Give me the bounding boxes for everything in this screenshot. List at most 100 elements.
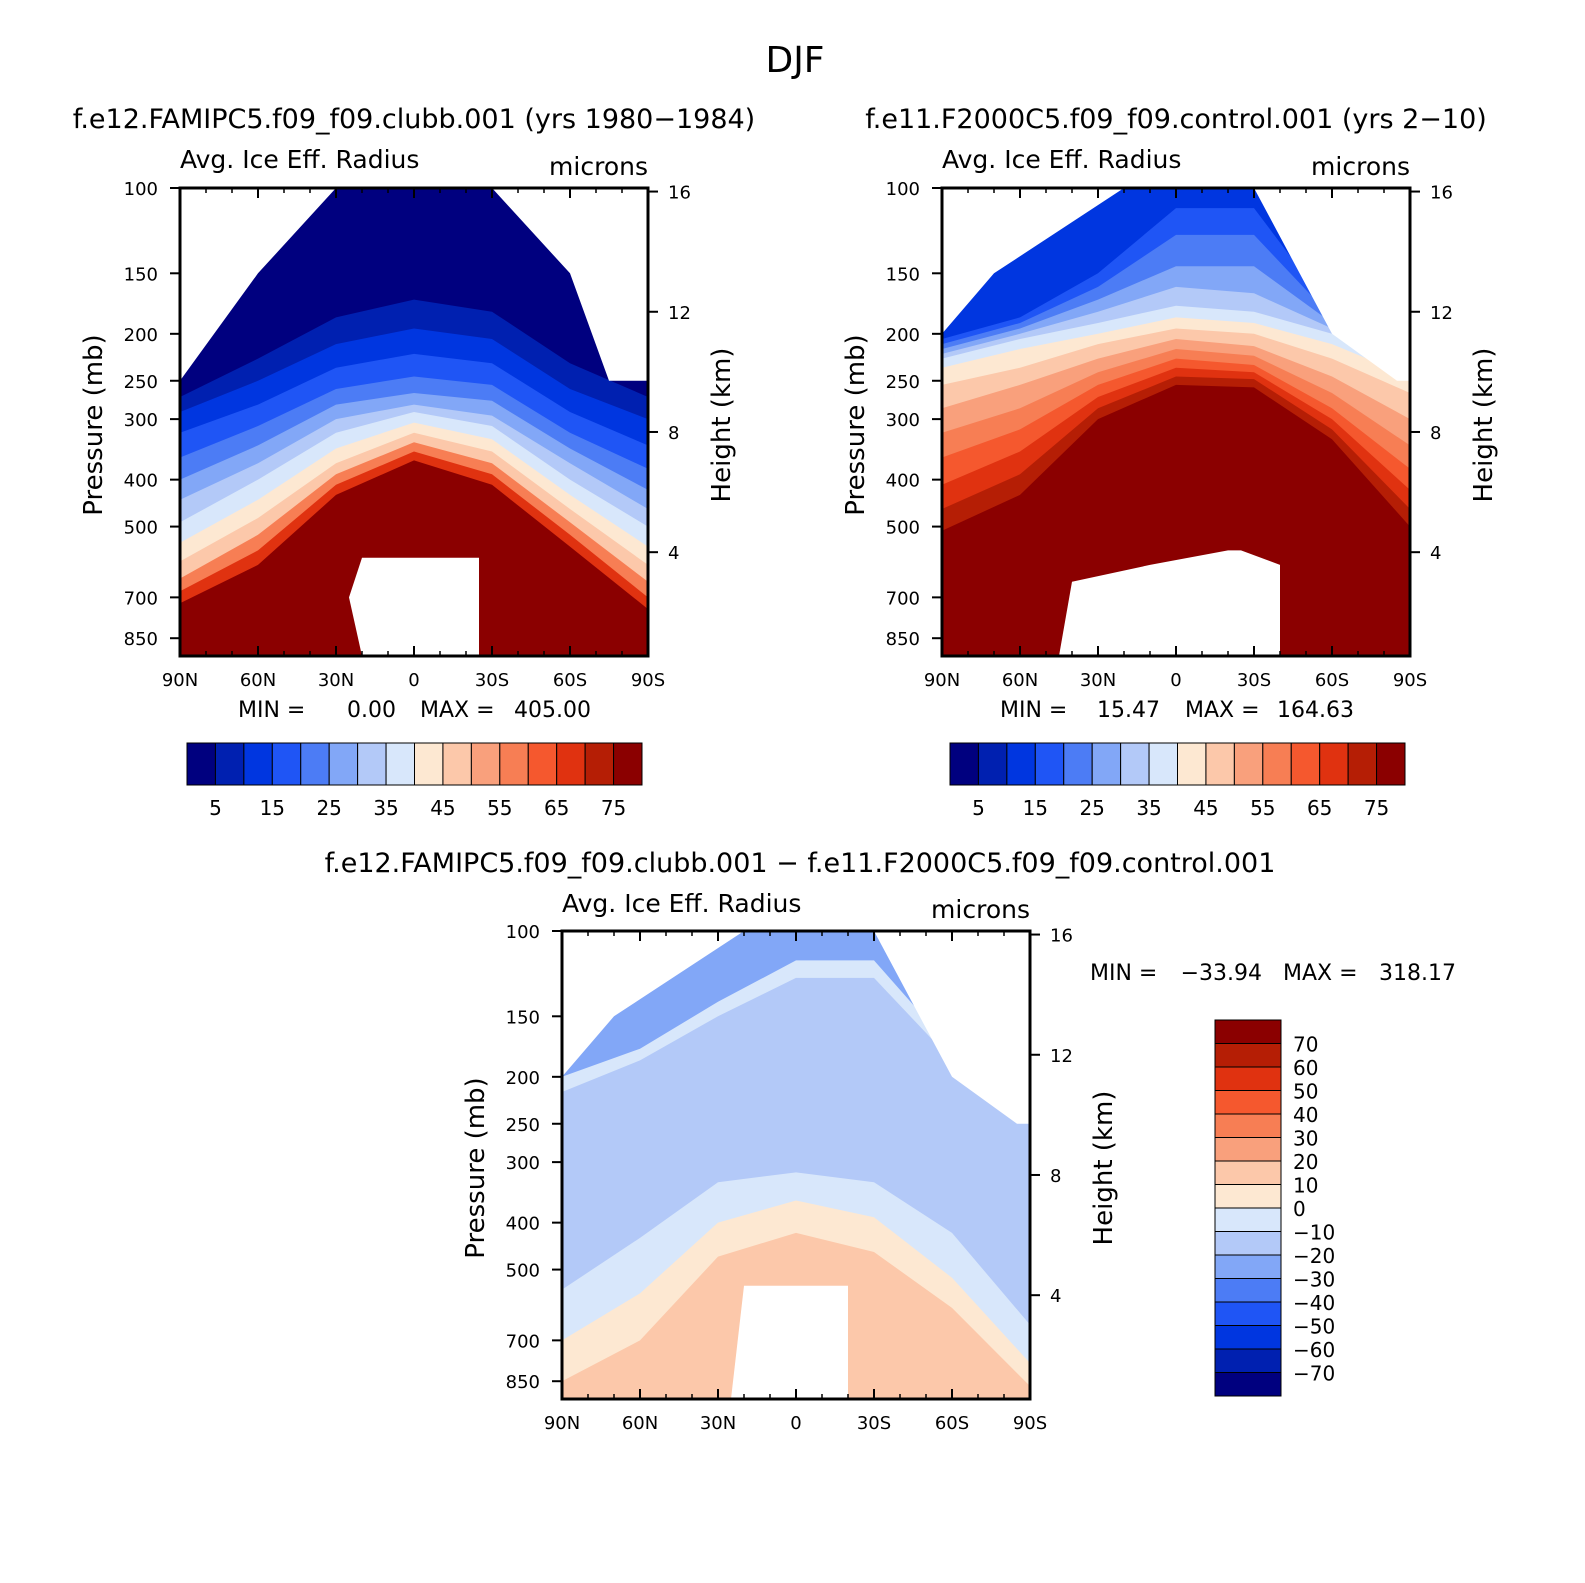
colorbar-label: 15 [260,796,285,820]
terrain-mask [349,557,479,656]
y2-tick-label: 12 [1430,303,1453,324]
y-tick-label: 300 [124,410,158,431]
colorbar-swatch [1063,742,1093,786]
colorbar-label: 65 [1307,796,1332,820]
colorbar-label: −30 [1293,1268,1335,1292]
colorbar-swatch [613,742,643,786]
colorbar-swatch [1214,1090,1282,1115]
masked-region [562,931,1030,1124]
y-tick-label: 400 [886,471,920,492]
y2-tick-label: 8 [668,423,679,444]
colorbar-label: 35 [373,796,398,820]
terrain-mask [1059,550,1280,656]
colorbar-swatch [1148,742,1178,786]
y2-tick-label: 16 [668,183,691,204]
colorbar-swatch [1214,1160,1282,1185]
x-tick-label: 30N [318,670,354,691]
colorbar-swatch [1214,1137,1282,1162]
y2-tick-label: 4 [1050,1286,1061,1307]
panel-control: f.e11.F2000C5.f09_f09.control.001 (yrs 2… [841,104,1499,820]
y2-axis-label: Height (km) [707,348,737,503]
y2-axis-label: Height (km) [1469,348,1499,503]
colorbar-label: 5 [972,796,985,820]
x-tick-label: 30S [857,1413,891,1434]
y2-tick-label: 8 [1430,423,1441,444]
colorbar-swatch [414,742,444,786]
y-tick-label: 100 [124,179,158,200]
colorbar-swatch [1290,742,1321,786]
colorbar-label: 75 [601,796,626,820]
max-value: 405.00 [514,698,591,723]
y-tick-label: 400 [124,471,158,492]
colorbar-swatch [1214,1301,1282,1326]
min-label: MIN = [238,698,305,723]
y-axis-label: Pressure (mb) [841,334,871,515]
y2-tick-label: 16 [1430,183,1453,204]
colorbar-label: 20 [1293,1150,1318,1174]
contour-field [942,188,1410,656]
colorbar-label: −70 [1293,1362,1335,1386]
colorbar-swatch [1347,742,1378,786]
max-label: MAX = [1283,961,1358,986]
colorbar-swatch [1214,1348,1282,1373]
colorbar-swatch [1319,742,1349,786]
y-tick-label: 300 [886,410,920,431]
panel-header: f.e12.FAMIPC5.f09_f09.clubb.001 (yrs 198… [73,104,755,135]
y-tick-label: 150 [506,1007,540,1028]
contour-field [180,188,648,656]
colorbar-swatch [243,742,273,786]
colorbar-swatch [385,742,415,786]
y2-tick-label: 4 [1430,543,1441,564]
y-tick-label: 500 [506,1261,540,1282]
plot-area [942,188,1410,656]
x-tick-label: 90N [924,670,960,691]
y-tick-label: 150 [124,264,158,285]
colorbar-swatch [949,742,979,786]
y-tick-label: 300 [506,1153,540,1174]
figure-title: DJF [765,40,824,81]
masked-region [942,188,1410,381]
y-tick-label: 850 [886,629,920,650]
colorbar-label: 45 [1193,796,1218,820]
x-tick-label: 90N [544,1413,580,1434]
colorbar-swatch [1214,1372,1282,1397]
colorbar-label: 0 [1293,1197,1306,1221]
terrain-mask [731,1285,848,1399]
colorbar-swatch [1006,742,1036,786]
plot-area [562,931,1030,1399]
colorbar-swatch [527,742,558,786]
colorbar-swatch [1214,1113,1282,1138]
colorbar-label: −20 [1293,1244,1335,1268]
panel-header: f.e11.F2000C5.f09_f09.control.001 (yrs 2… [865,104,1487,135]
colorbar-label: −60 [1293,1338,1335,1362]
masked-region [180,188,648,381]
panel-header: f.e12.FAMIPC5.f09_f09.clubb.001 − f.e11.… [325,848,1276,879]
colorbar-swatch [1205,742,1235,786]
panel-units-label: microns [931,895,1030,924]
y2-tick-label: 12 [668,303,691,324]
colorbar-label: −40 [1293,1291,1335,1315]
y-tick-label: 250 [886,372,920,393]
x-tick-label: 60N [1002,670,1038,691]
colorbar-swatch [1233,742,1264,786]
panel-units-label: microns [549,152,648,181]
x-tick-label: 90S [1013,1413,1047,1434]
colorbar-swatch [442,742,472,786]
axes: 90N 60N 30N 0 30S 60S 90S 100 150 200 250 300 400 500… [886,179,1453,691]
colorbar-swatch [1034,742,1065,786]
y-tick-label: 100 [886,179,920,200]
colorbar-swatch [1214,1254,1282,1279]
max-label: MAX = [420,698,495,723]
x-tick-label: 60N [622,1413,658,1434]
y-tick-label: 700 [124,588,158,609]
colorbar-swatch [1376,742,1406,786]
contour-band [942,384,1410,656]
panel-left-label: Avg. Ice Eff. Radius [180,145,419,174]
y-tick-label: 850 [506,1372,540,1393]
colorbar-label: 25 [1079,796,1104,820]
y-axis-label: Pressure (mb) [461,1077,491,1258]
panel-clubb: f.e12.FAMIPC5.f09_f09.clubb.001 (yrs 198… [73,104,755,820]
plot-area [180,188,648,656]
x-tick-label: 60N [240,670,276,691]
